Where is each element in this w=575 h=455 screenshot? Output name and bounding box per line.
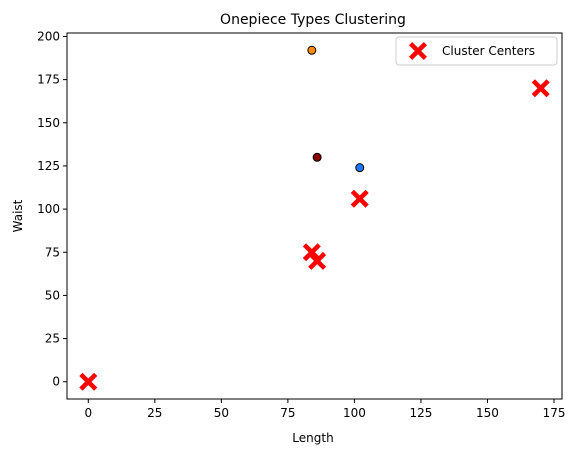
x-tick-label: 50	[214, 406, 229, 420]
cluster-center-marker	[79, 372, 98, 391]
x-tick-label: 150	[476, 406, 499, 420]
x-tick-label: 75	[280, 406, 295, 420]
x-tick-label: 125	[409, 406, 432, 420]
x-axis-label: Length	[292, 431, 333, 445]
x-axis-ticks: 0 25 50 75 100 125 150 175	[84, 399, 565, 420]
points-layer	[307, 45, 365, 173]
data-point	[312, 152, 322, 162]
data-point	[307, 45, 317, 55]
y-tick-label: 100	[37, 202, 60, 216]
y-tick-label: 50	[45, 288, 60, 302]
y-tick-label: 0	[52, 375, 60, 389]
y-tick-label: 175	[37, 73, 60, 87]
y-tick-label: 200	[37, 29, 60, 43]
cluster-center-marker	[302, 243, 321, 262]
x-tick-label: 0	[84, 406, 92, 420]
cluster-center-marker	[350, 189, 369, 208]
legend-box	[395, 36, 558, 66]
chart-title: Onepiece Types Clustering	[220, 12, 406, 28]
legend-label-cluster-centers: Cluster Centers	[442, 44, 535, 58]
legend-marker-cluster-centers	[409, 42, 427, 60]
x-tick-label: 25	[147, 406, 162, 420]
y-axis-label: Waist	[11, 199, 25, 232]
plot-frame	[66, 32, 563, 400]
y-tick-label: 75	[45, 245, 60, 259]
x-tick-label: 175	[543, 406, 566, 420]
cluster-center-marker	[531, 79, 550, 98]
x-tick-label: 100	[343, 406, 366, 420]
y-tick-label: 25	[45, 332, 60, 346]
y-axis-ticks: 0 25 50 75 100 125 150 175 200	[37, 29, 67, 389]
centers-layer	[79, 79, 550, 391]
data-point	[355, 163, 365, 173]
y-tick-label: 150	[37, 116, 60, 130]
cluster-center-marker	[308, 251, 327, 270]
legend: Cluster Centers	[395, 36, 558, 66]
y-tick-label: 125	[37, 159, 60, 173]
